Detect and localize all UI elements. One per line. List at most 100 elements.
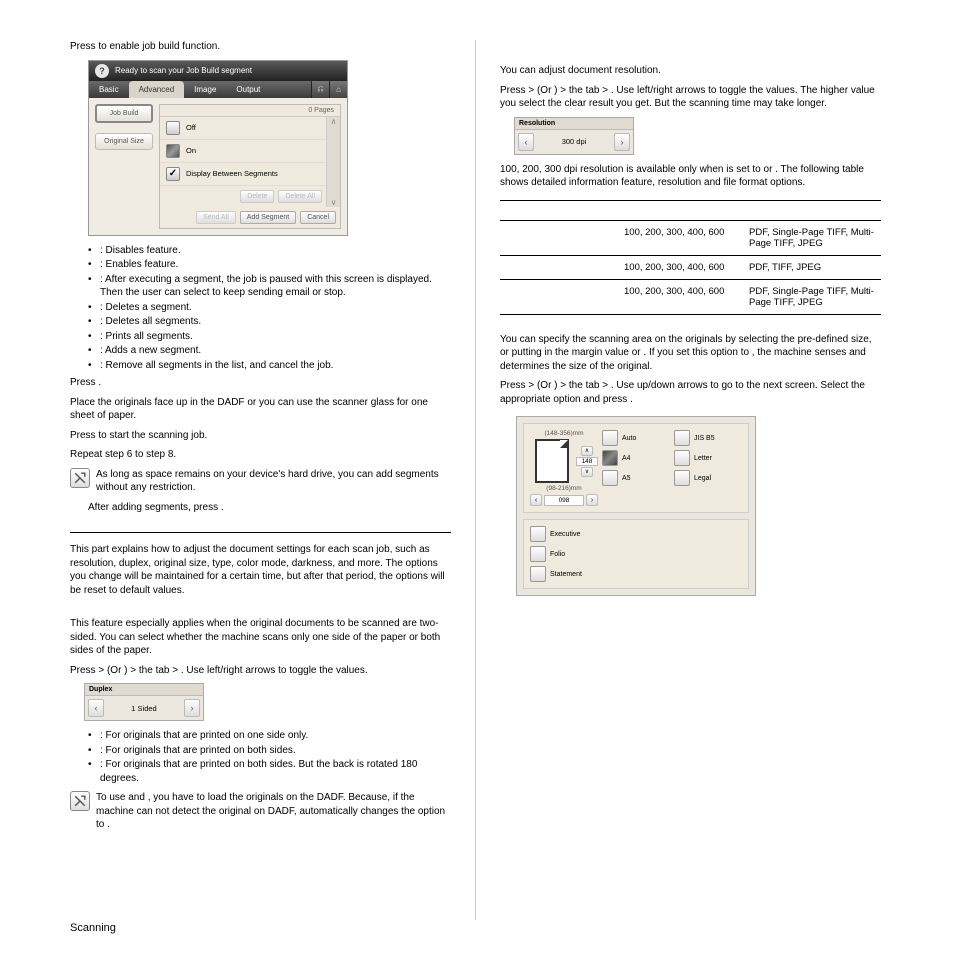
res-value: 300 dpi	[537, 137, 611, 146]
list-item: : Remove all segments in the list, and c…	[88, 359, 451, 373]
side-jobbuild: Job Build	[95, 104, 153, 123]
help-icon: ?	[95, 64, 109, 78]
size-box	[530, 546, 546, 562]
btn-cancel: Cancel	[300, 211, 336, 224]
dim-h: (98-216)mm	[530, 485, 598, 492]
off-icon	[166, 121, 180, 135]
duplex-title: Duplex	[85, 684, 203, 696]
tab-advanced: Advanced	[129, 81, 185, 98]
duplex-path: Press > (Or ) > the tab > . Use left/rig…	[70, 664, 451, 678]
place-originals: Place the originals face up in the DADF …	[70, 396, 451, 423]
size-box	[674, 430, 690, 446]
list-item: : Deletes a segment.	[88, 301, 451, 315]
left-arrow-icon: ‹	[530, 494, 542, 506]
page-icon	[535, 439, 569, 483]
note-icon	[70, 791, 90, 811]
resolution-table: 100, 200, 300, 400, 600PDF, Single-Page …	[500, 200, 881, 315]
duplex-box: Duplex ‹ 1 Sided ›	[84, 683, 204, 721]
tab-image: Image	[184, 81, 226, 98]
btn-deleteall: Delete All	[278, 190, 322, 203]
dim-w: (148-356)mm	[530, 430, 598, 437]
res-path: Press > (Or ) > the tab > . Use left/rig…	[500, 84, 881, 111]
size-box	[674, 470, 690, 486]
list-item: : For originals that are printed on one …	[88, 729, 451, 743]
v-num: 148	[576, 457, 598, 466]
size-box	[530, 526, 546, 542]
list-item: : Deletes all segments.	[88, 315, 451, 329]
list-item: : Disables feature.	[88, 244, 451, 258]
size-legal: Legal	[694, 475, 711, 482]
list-item: : Enables feature.	[88, 258, 451, 272]
right-arrow-icon: ›	[184, 699, 200, 717]
bullets-jobbuild: : Disables feature. : Enables feature. :…	[88, 244, 451, 373]
opt-on: On	[186, 146, 196, 155]
down-arrow-icon: ∨	[581, 467, 593, 477]
size-letter: Letter	[694, 455, 712, 462]
right-arrow-icon: ›	[614, 133, 630, 151]
size-stmt: Statement	[550, 571, 582, 578]
doc-settings-intro: This part explains how to adjust the doc…	[70, 543, 451, 597]
press-period: Press .	[70, 376, 451, 390]
table-cell: PDF, TIFF, JPEG	[745, 255, 881, 279]
res-title: Resolution	[515, 118, 633, 130]
jb-pages: 0 Pages	[308, 107, 334, 114]
duplex-value: 1 Sided	[107, 704, 181, 713]
duplex-intro: This feature especially applies when the…	[70, 617, 451, 658]
orig-intro: You can specify the scanning area on the…	[500, 333, 881, 374]
note-dadf: To use and , you have to load the origin…	[96, 791, 451, 832]
left-arrow-icon: ‹	[518, 133, 534, 151]
size-box	[674, 450, 690, 466]
orig-path: Press > (Or ) > the tab > . Use up/down …	[500, 379, 881, 406]
table-cell: PDF, Single-Page TIFF, Multi-Page TIFF, …	[745, 220, 881, 255]
bullets-duplex: : For originals that are printed on one …	[88, 729, 451, 785]
size-auto: Auto	[622, 435, 636, 442]
h-num: 098	[544, 495, 584, 506]
on-icon	[166, 144, 180, 158]
tool-icon: ⎌	[311, 81, 329, 98]
btn-sendall: Send All	[196, 211, 236, 224]
size-box	[530, 566, 546, 582]
size-a4: A4	[622, 455, 631, 462]
list-item: : Prints all segments.	[88, 330, 451, 344]
right-arrow-icon: ›	[586, 494, 598, 506]
size-exec: Executive	[550, 531, 580, 538]
size-box	[602, 470, 618, 486]
after-adding: After adding segments, press .	[88, 501, 451, 515]
resolution-box: Resolution ‹ 300 dpi ›	[514, 117, 634, 155]
left-arrow-icon: ‹	[88, 699, 104, 717]
repeat-steps: Repeat step 6 to step 8.	[70, 448, 451, 462]
check-icon	[166, 167, 180, 181]
up-arrow-icon: ∧	[581, 446, 593, 456]
size-jisb5: JIS B5	[694, 435, 715, 442]
size-folio: Folio	[550, 551, 565, 558]
side-origsize: Original Size	[95, 133, 153, 150]
original-size-panel: (148-356)mm ∧ 148 ∨ (98-216)mm ‹ 098 ›	[516, 416, 756, 596]
list-item: : Adds a new segment.	[88, 344, 451, 358]
opt-off: Off	[186, 123, 196, 132]
jb-banner: Ready to scan your Job Build segment	[115, 66, 252, 75]
note-harddrive: As long as space remains on your device'…	[96, 468, 451, 495]
size-box	[602, 430, 618, 446]
section-divider	[70, 532, 451, 533]
size-a5: A5	[622, 475, 631, 482]
table-cell: PDF, Single-Page TIFF, Multi-Page TIFF, …	[745, 279, 881, 314]
res-intro: You can adjust document resolution.	[500, 64, 881, 78]
footer: Scanning	[70, 922, 116, 934]
res-only: 100, 200, 300 dpi resolution is availabl…	[500, 163, 881, 190]
table-cell: 100, 200, 300, 400, 600	[620, 279, 745, 314]
opt-display: Display Between Segments	[186, 169, 278, 178]
btn-delete: Delete	[240, 190, 274, 203]
home-icon: ⌂	[329, 81, 347, 98]
btn-addseg: Add Segment	[240, 211, 296, 224]
table-cell: 100, 200, 300, 400, 600	[620, 255, 745, 279]
list-item: : After executing a segment, the job is …	[88, 273, 451, 300]
list-item: : For originals that are printed on both…	[88, 758, 451, 785]
press-enable: Press to enable job build function.	[70, 40, 451, 54]
note-icon	[70, 468, 90, 488]
tab-basic: Basic	[89, 81, 129, 98]
size-box	[602, 450, 618, 466]
jobbuild-screenshot: ? Ready to scan your Job Build segment B…	[88, 60, 348, 236]
list-item: : For originals that are printed on both…	[88, 744, 451, 758]
table-cell: 100, 200, 300, 400, 600	[620, 220, 745, 255]
tab-output: Output	[226, 81, 270, 98]
